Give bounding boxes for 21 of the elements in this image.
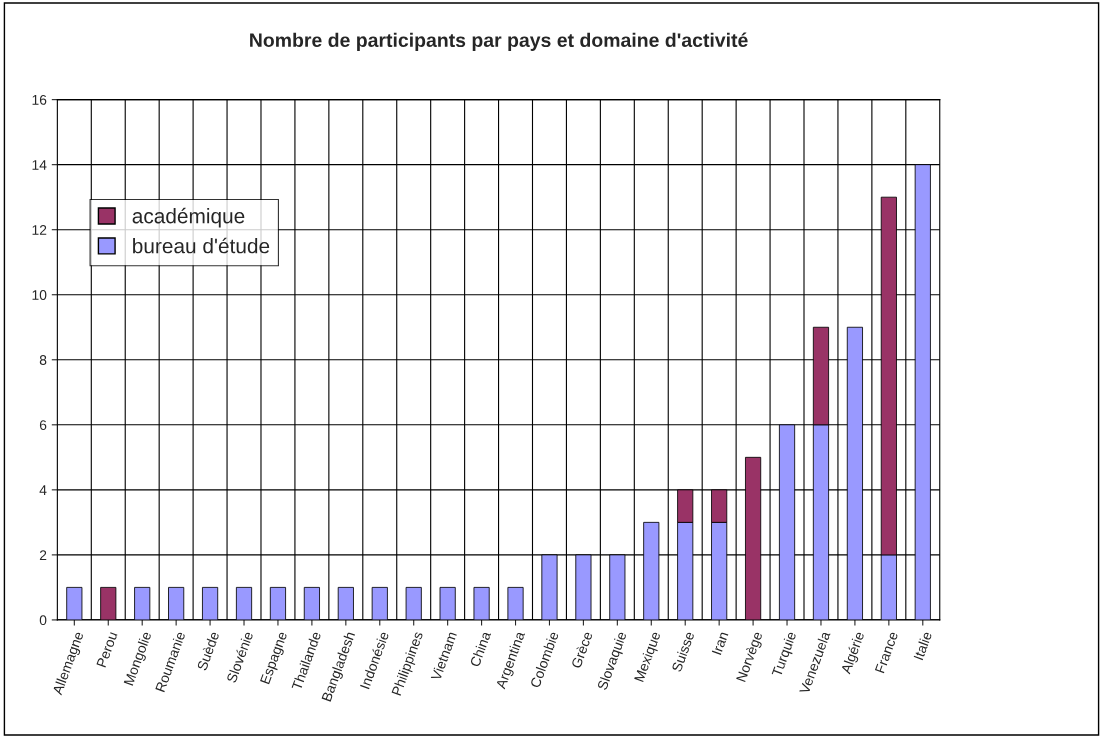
x-tick-label: Iran — [711, 631, 729, 656]
y-tick-label: 2 — [39, 550, 47, 560]
y-tick-label: 10 — [32, 290, 47, 300]
y-tick-label: 8 — [39, 355, 47, 365]
x-tick-label: Grèce — [570, 630, 593, 669]
chart-title: Nombre de participants par pays et domaine d'activité — [250, 32, 748, 51]
y-tick-label: 4 — [39, 485, 47, 495]
legend-label: bureau d'étude — [133, 237, 270, 254]
legend-label: académique — [132, 207, 245, 228]
x-tick-label: Suède — [196, 630, 220, 671]
y-tick-label: 16 — [32, 94, 47, 105]
y-tick-label: 12 — [32, 225, 47, 235]
x-tick-label: China — [469, 630, 492, 668]
x-tick-label: Algérie — [840, 630, 868, 676]
y-tick-label: 0 — [39, 615, 47, 626]
x-tick-label: Perou — [96, 631, 118, 668]
x-tick-label: Suisse — [671, 630, 695, 673]
y-tick-label: 6 — [39, 420, 47, 430]
x-tick-label: Italie — [913, 630, 933, 661]
y-tick-label: 14 — [32, 160, 47, 170]
x-tick-label: France — [874, 631, 899, 674]
